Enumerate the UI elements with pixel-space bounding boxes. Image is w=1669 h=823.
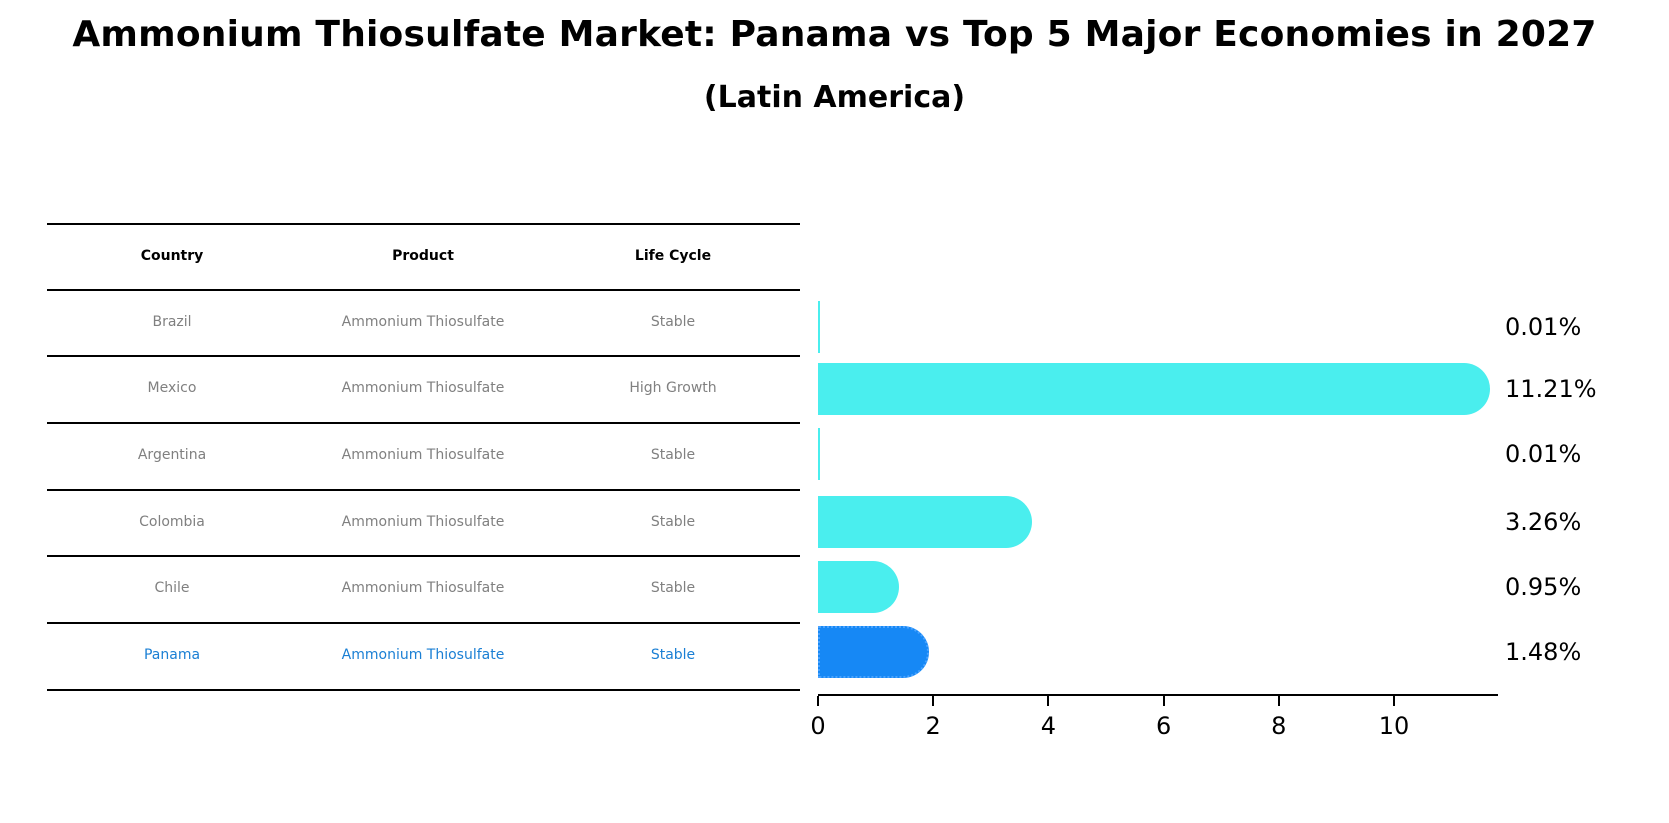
x-tick [1277, 696, 1280, 706]
table-top-rule [47, 223, 800, 225]
chart-subtitle: (Latin America) [703, 80, 966, 115]
table-header-rule [47, 289, 800, 291]
row-separator [47, 489, 800, 491]
bar-mexico [818, 363, 1490, 415]
x-tick-label: 0 [810, 712, 826, 740]
bar-chile [818, 561, 899, 613]
x-tick [1162, 696, 1165, 706]
table-bottom-rule [47, 689, 800, 691]
bar-brazil [818, 301, 820, 353]
x-tick [932, 696, 935, 706]
value-label-brazil: 0.01% [1505, 313, 1582, 341]
value-label-panama: 1.48% [1505, 638, 1582, 666]
x-tick [817, 696, 819, 706]
row-argentina-country: Argentina [137, 447, 207, 463]
row-argentina-product: Ammonium Thiosulfate [341, 447, 505, 463]
row-mexico-product: Ammonium Thiosulfate [341, 380, 505, 396]
value-label-colombia: 3.26% [1505, 508, 1582, 536]
row-argentina-life-cycle: Stable [650, 447, 696, 463]
row-colombia-life-cycle: Stable [650, 514, 696, 530]
row-colombia-product: Ammonium Thiosulfate [341, 514, 505, 530]
row-brazil-life-cycle: Stable [650, 314, 696, 330]
header-country: Country [140, 248, 204, 264]
x-tick-label: 10 [1378, 712, 1410, 740]
header-product: Product [392, 248, 454, 264]
x-tick-label: 8 [1271, 712, 1287, 740]
row-brazil-country: Brazil [152, 314, 192, 330]
row-chile-product: Ammonium Thiosulfate [341, 580, 505, 596]
value-label-mexico: 11.21% [1505, 375, 1597, 403]
row-mexico-life-cycle: High Growth [629, 380, 717, 396]
row-panama-country: Panama [143, 647, 201, 663]
value-label-argentina: 0.01% [1505, 440, 1582, 468]
row-panama-life-cycle: Stable [650, 647, 696, 663]
bar-colombia [818, 496, 1032, 548]
x-tick-label: 2 [925, 712, 941, 740]
row-mexico-country: Mexico [147, 380, 197, 396]
x-tick [1047, 696, 1050, 706]
row-brazil-product: Ammonium Thiosulfate [341, 314, 505, 330]
row-separator [47, 422, 800, 424]
x-tick [1393, 696, 1395, 706]
row-separator [47, 355, 800, 357]
row-panama-product: Ammonium Thiosulfate [341, 647, 505, 663]
row-chile-country: Chile [154, 580, 190, 596]
row-separator [47, 622, 800, 624]
header-life-cycle: Life Cycle [634, 248, 712, 264]
bar-panama [818, 626, 930, 678]
row-separator [47, 555, 800, 557]
row-chile-life-cycle: Stable [650, 580, 696, 596]
x-tick-label: 6 [1155, 712, 1172, 740]
x-tick-label: 4 [1040, 712, 1057, 740]
chart-title: Ammonium Thiosulfate Market: Panama vs T… [72, 14, 1597, 55]
bar-argentina [818, 428, 820, 480]
row-colombia-country: Colombia [139, 514, 205, 530]
x-axis [818, 694, 1498, 696]
value-label-chile: 0.95% [1505, 573, 1582, 601]
